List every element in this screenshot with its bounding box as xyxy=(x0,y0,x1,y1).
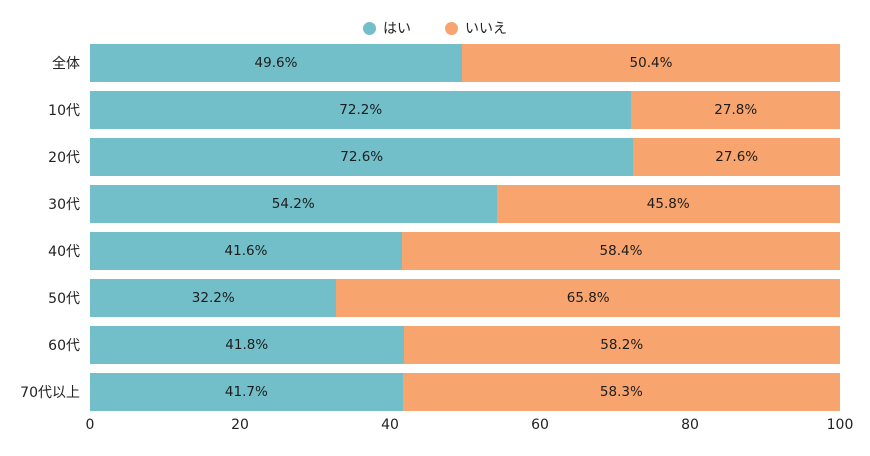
bar-segment-yes: 72.6% xyxy=(90,138,634,176)
bar-track: 41.7% 58.3% xyxy=(90,373,840,411)
category-label: 20代 xyxy=(48,150,80,166)
bar-rows: 全体 49.6% 50.4% 10代 72.2% 27.8% 20代 72.6% 27.6% 30… xyxy=(10,44,840,411)
bar-segment-no: 50.4% xyxy=(462,44,840,82)
category-label: 全体 xyxy=(52,56,80,72)
bar-segment-yes: 41.8% xyxy=(90,326,404,364)
chart-row: 全体 49.6% 50.4% xyxy=(10,44,840,82)
chart-row: 40代 41.6% 58.4% xyxy=(10,232,840,270)
bar-track: 41.8% 58.2% xyxy=(90,326,840,364)
bar-value-label: 58.2% xyxy=(600,337,644,353)
legend-item-yes: はい xyxy=(363,18,411,38)
axis-spacer xyxy=(10,415,90,437)
bar-segment-yes: 41.6% xyxy=(90,232,402,270)
bar-value-label: 41.8% xyxy=(225,337,269,353)
chart-row: 30代 54.2% 45.8% xyxy=(10,185,840,223)
bar-track: 72.2% 27.8% xyxy=(90,91,840,129)
chart-row: 60代 41.8% 58.2% xyxy=(10,326,840,364)
bar-segment-no: 27.8% xyxy=(631,91,840,129)
legend: はい いいえ xyxy=(0,0,870,40)
x-axis-tick-label: 60 xyxy=(531,417,549,433)
bar-value-label: 58.4% xyxy=(599,243,643,259)
legend-item-no: いいえ xyxy=(445,18,507,38)
bar-value-label: 45.8% xyxy=(646,196,690,212)
bar-value-label: 54.2% xyxy=(271,196,315,212)
x-axis-tick-label: 20 xyxy=(231,417,249,433)
legend-label-yes: はい xyxy=(383,21,411,37)
bar-track: 54.2% 45.8% xyxy=(90,185,840,223)
category-label: 30代 xyxy=(48,197,80,213)
bar-segment-yes: 49.6% xyxy=(90,44,462,82)
bar-segment-no: 58.4% xyxy=(401,232,840,270)
x-axis: 0 20 40 60 80 100 xyxy=(10,415,854,437)
bar-segment-yes: 32.2% xyxy=(90,279,337,317)
bar-segment-no: 65.8% xyxy=(336,279,840,317)
x-axis-ticks: 0 20 40 60 80 100 xyxy=(86,415,854,437)
bar-track: 49.6% 50.4% xyxy=(90,44,840,82)
bar-track: 72.6% 27.6% xyxy=(90,138,840,176)
legend-marker-no-icon xyxy=(445,21,458,35)
bar-value-label: 58.3% xyxy=(599,384,643,400)
plot-area: 全体 49.6% 50.4% 10代 72.2% 27.8% 20代 72.6% 27.6% 30… xyxy=(0,44,870,456)
bar-segment-no: 27.6% xyxy=(633,138,840,176)
bar-value-label: 41.6% xyxy=(224,243,268,259)
bar-value-label: 27.6% xyxy=(715,149,759,165)
chart-row: 20代 72.6% 27.6% xyxy=(10,138,840,176)
bar-segment-no: 58.2% xyxy=(403,326,840,364)
bar-value-label: 65.8% xyxy=(566,290,610,306)
category-label: 40代 xyxy=(48,244,80,260)
bar-value-label: 41.7% xyxy=(224,384,268,400)
chart-row: 50代 32.2% 65.8% xyxy=(10,279,840,317)
bar-track: 41.6% 58.4% xyxy=(90,232,840,270)
category-label: 60代 xyxy=(48,338,80,354)
category-label: 50代 xyxy=(48,291,80,307)
x-axis-tick-label: 40 xyxy=(381,417,399,433)
category-label: 70代以上 xyxy=(20,385,80,401)
category-label: 10代 xyxy=(48,103,80,119)
bar-segment-no: 58.3% xyxy=(402,373,840,411)
bar-value-label: 72.6% xyxy=(340,149,384,165)
x-axis-tick-label: 100 xyxy=(826,417,854,433)
bar-value-label: 32.2% xyxy=(191,290,235,306)
bar-value-label: 27.8% xyxy=(714,102,758,118)
legend-label-no: いいえ xyxy=(465,21,507,37)
bar-segment-yes: 41.7% xyxy=(90,373,403,411)
x-axis-tick-label: 80 xyxy=(681,417,699,433)
bar-value-label: 50.4% xyxy=(629,55,673,71)
bar-segment-yes: 54.2% xyxy=(90,185,497,223)
chart-row: 10代 72.2% 27.8% xyxy=(10,91,840,129)
x-axis-tick-label: 0 xyxy=(85,417,95,433)
chart-row: 70代以上 41.7% 58.3% xyxy=(10,373,840,411)
bar-value-label: 49.6% xyxy=(254,55,298,71)
legend-marker-yes-icon xyxy=(363,21,376,35)
bar-track: 32.2% 65.8% xyxy=(90,279,840,317)
bar-segment-yes: 72.2% xyxy=(90,91,632,129)
bar-value-label: 72.2% xyxy=(339,102,383,118)
bar-segment-no: 45.8% xyxy=(496,185,840,223)
